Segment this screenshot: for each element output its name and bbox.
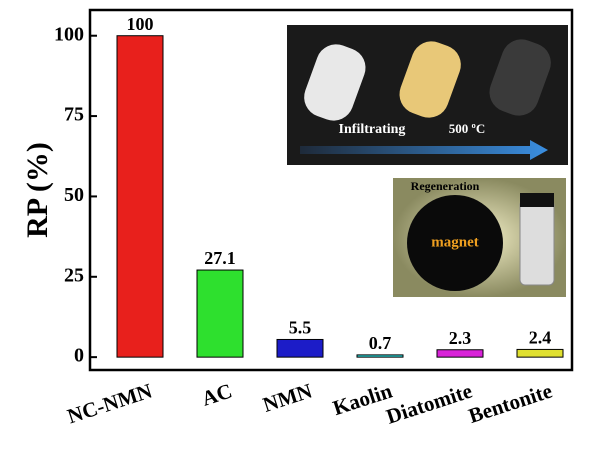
process-arrow <box>300 140 548 160</box>
value-label: 5.5 <box>289 318 312 338</box>
inset-top: Infiltrating 500 ºC <box>287 25 568 165</box>
bar <box>276 338 324 358</box>
sponge-black <box>489 39 551 116</box>
value-label: 27.1 <box>204 248 236 268</box>
sponge-yellow <box>399 41 461 118</box>
x-tick-label: NC-NMN <box>64 379 155 429</box>
y-axis-label: RP (%) <box>21 142 54 238</box>
x-tick-label: Bentonite <box>466 379 556 429</box>
y-tick-label: 50 <box>64 184 84 206</box>
annotation: Regeneration <box>411 179 480 193</box>
annotation: magnet <box>431 234 479 250</box>
annotation: 500 ºC <box>449 121 485 136</box>
bar <box>516 348 564 358</box>
annotation: Infiltrating <box>339 122 406 137</box>
inset-bottom: Regeneration magnet <box>393 178 566 297</box>
y-tick-label: 100 <box>54 23 84 45</box>
value-label: 2.4 <box>529 328 552 348</box>
y-tick-label: 25 <box>64 264 84 286</box>
x-tick-label: NMN <box>260 379 315 417</box>
bar <box>116 35 164 358</box>
value-label: 0.7 <box>369 333 392 353</box>
y-tick-label: 0 <box>74 345 84 367</box>
sponge-white <box>304 44 366 121</box>
magnet-disc <box>407 195 503 291</box>
plot-frame <box>88 8 574 372</box>
bar <box>196 269 244 358</box>
value-label: 100 <box>127 14 154 34</box>
vial <box>519 199 555 286</box>
value-label: 2.3 <box>449 328 472 348</box>
bar <box>356 354 404 358</box>
vial-cap <box>520 193 554 207</box>
y-tick-label: 75 <box>64 104 84 126</box>
x-tick-label: Diatomite <box>383 379 475 429</box>
bar <box>436 349 484 358</box>
x-tick-label: AC <box>199 379 235 411</box>
